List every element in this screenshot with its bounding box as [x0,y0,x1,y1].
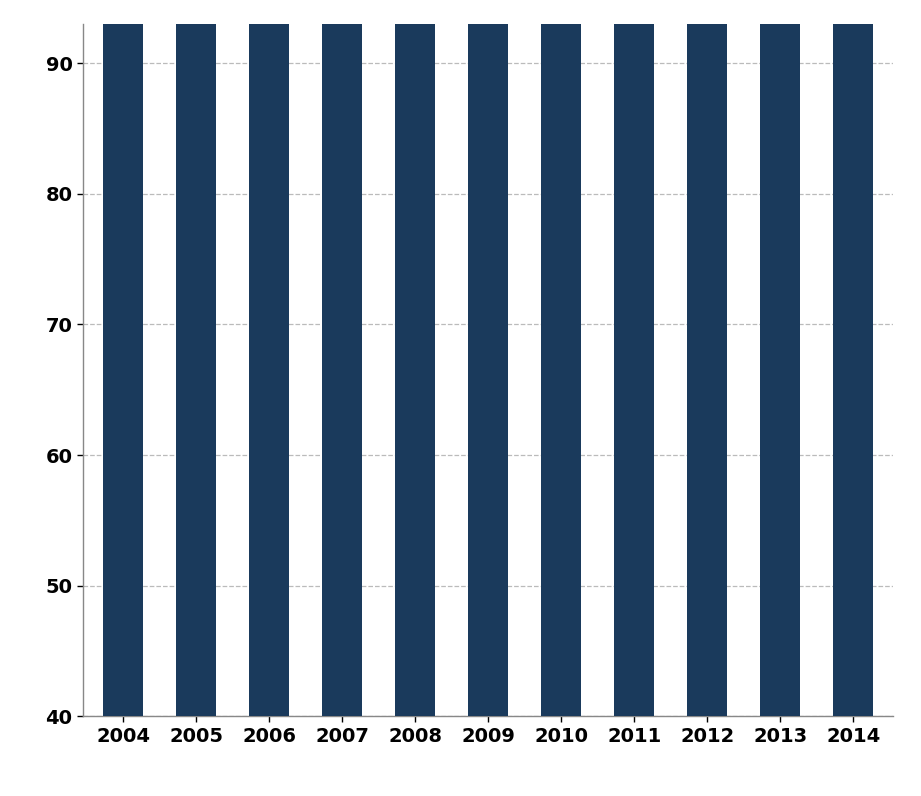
Bar [541,0,581,716]
Bar [687,0,728,716]
Bar [249,0,289,716]
Bar [395,0,436,716]
Bar [614,0,654,716]
Bar [834,0,873,716]
Bar [322,0,362,716]
Bar [760,0,800,716]
Bar [468,0,508,716]
Bar [176,0,216,716]
Bar [103,0,143,716]
